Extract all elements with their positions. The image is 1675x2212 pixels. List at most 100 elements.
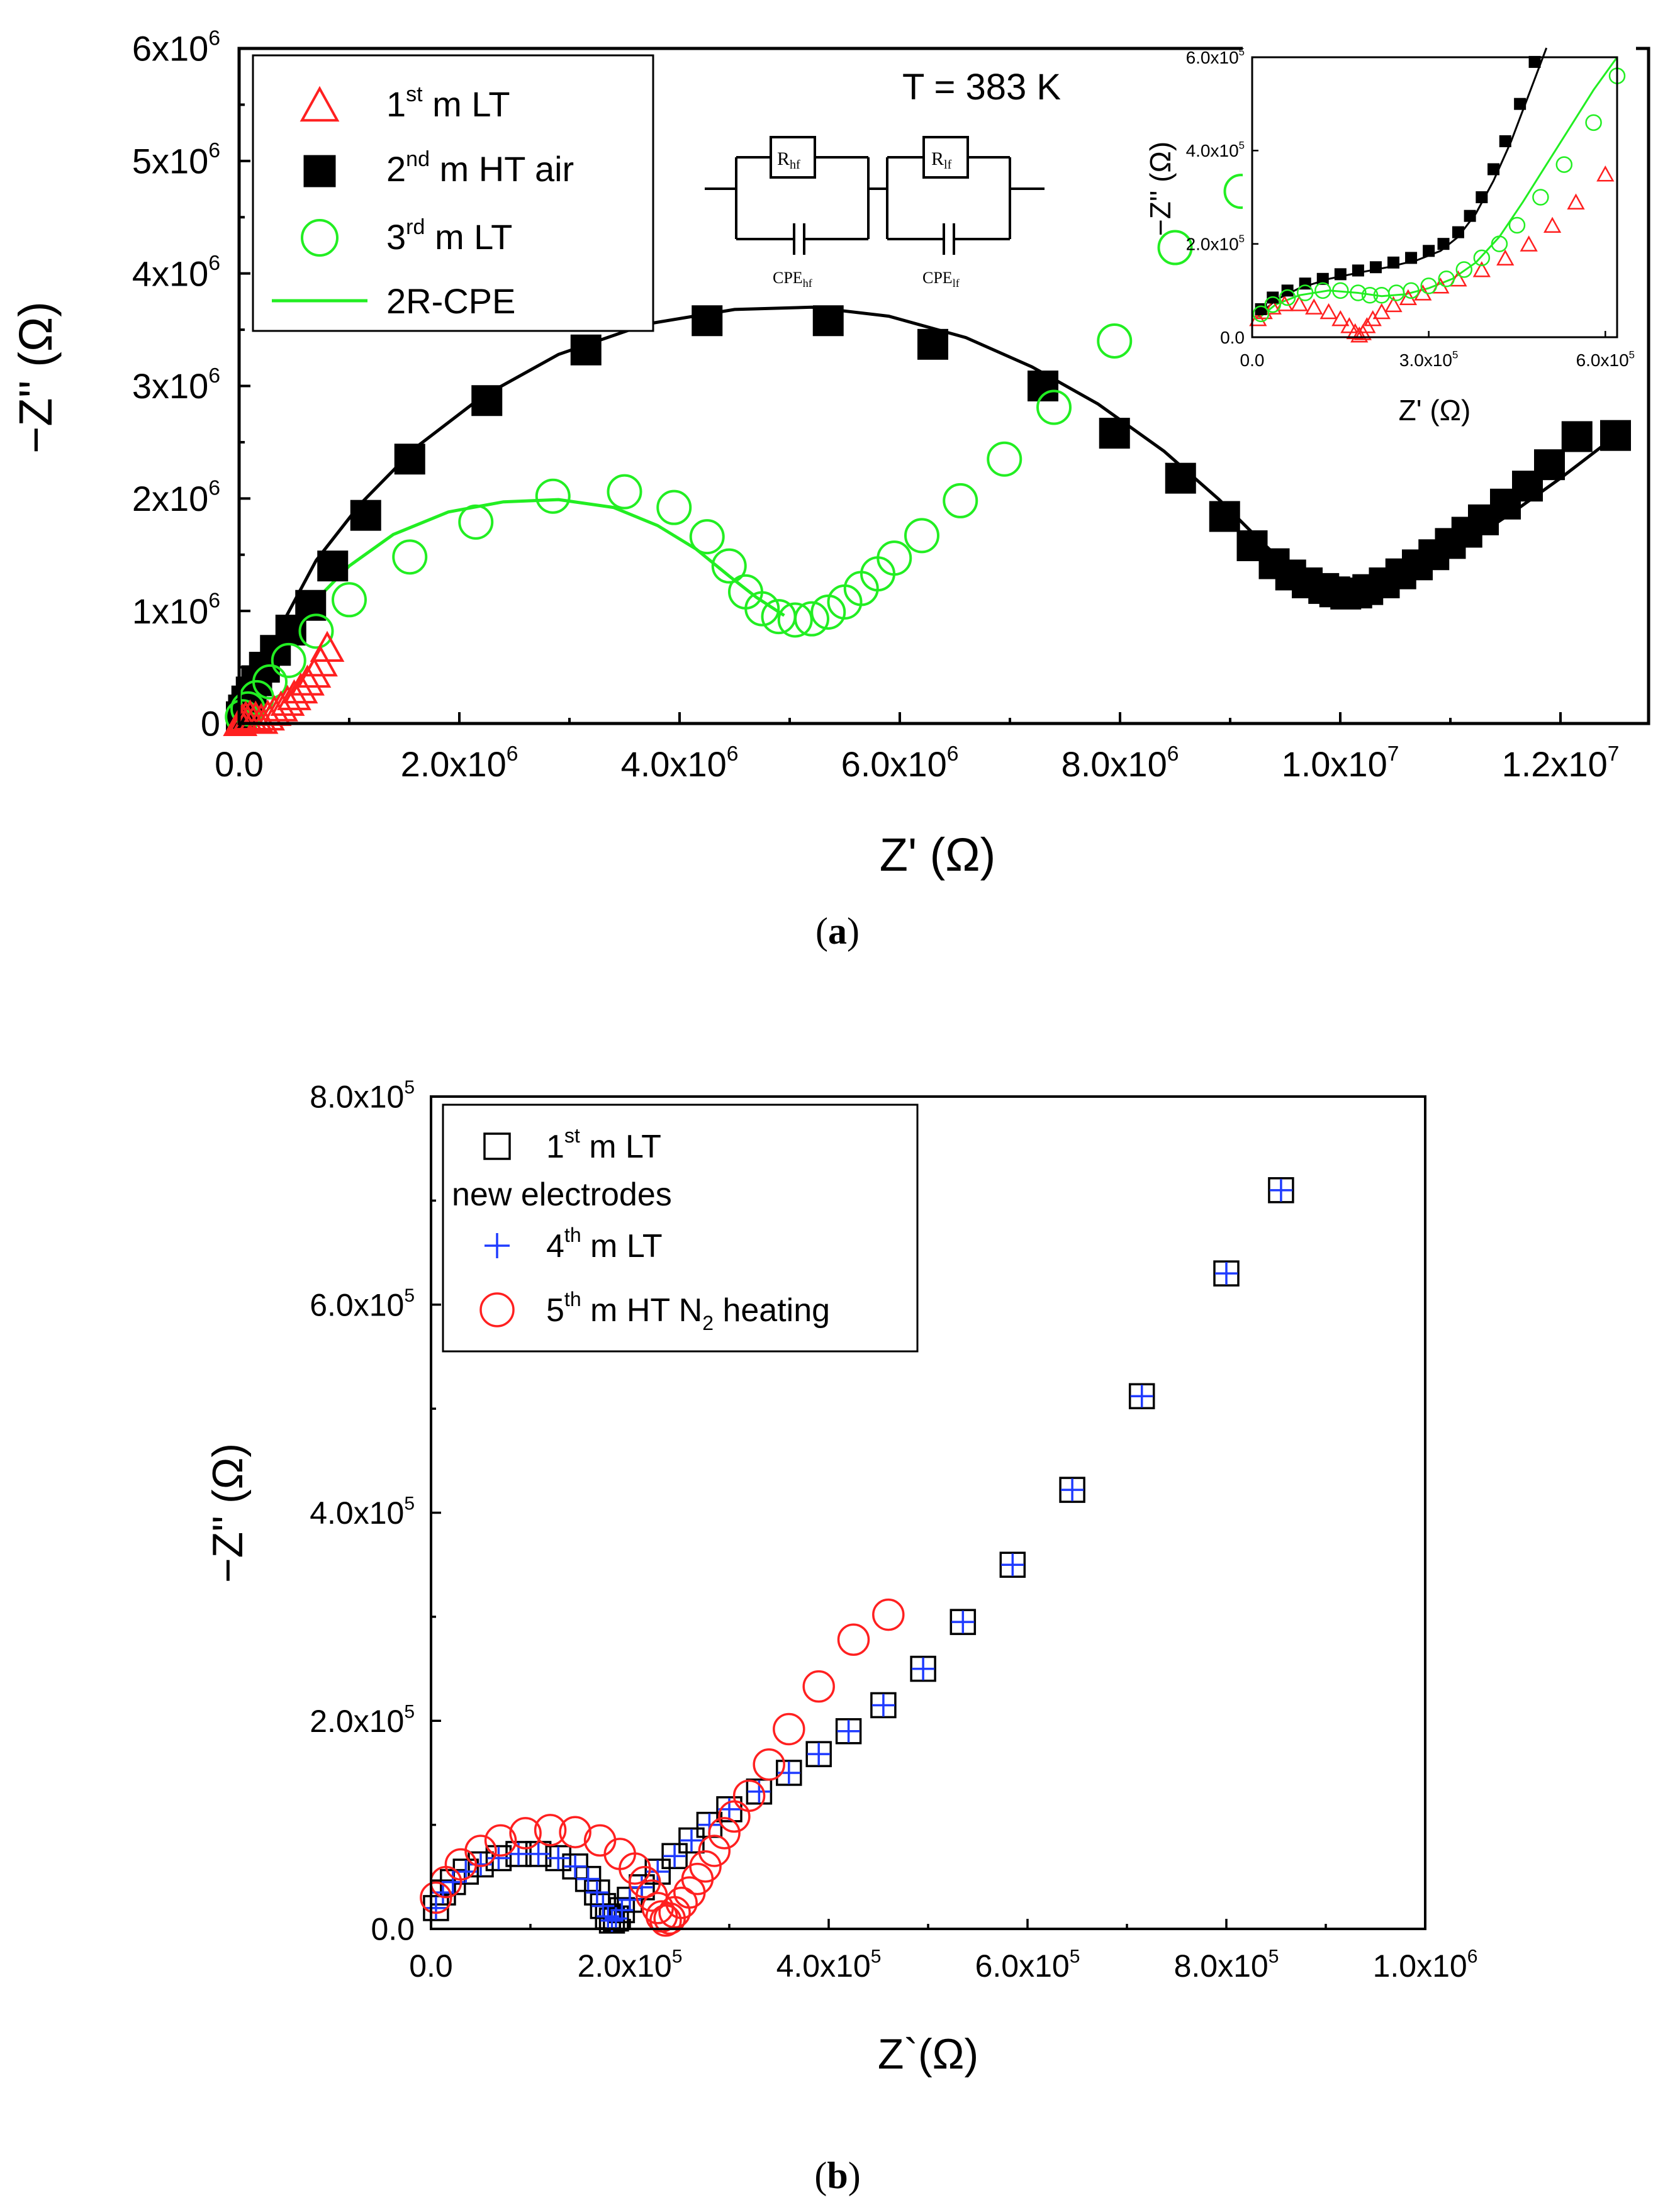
panel-b-legend-box xyxy=(442,1103,919,1353)
panel-b-series-3-point xyxy=(509,1817,542,1850)
inset-series-3-point xyxy=(1350,284,1367,301)
panel-b-series-2-point xyxy=(663,1845,686,1868)
inset-y-axis-title: −Z'' (Ω) xyxy=(1144,142,1177,236)
inset-series-2-point xyxy=(1316,272,1329,285)
inset-series-3-point xyxy=(1438,271,1455,288)
inset-y-tick-label: 4.0x105 xyxy=(1186,140,1245,161)
panel-b-series-2-point xyxy=(837,1719,860,1743)
inset-data-marks xyxy=(1249,47,1626,343)
inset-series-3-point xyxy=(1403,282,1420,299)
panel-a-y-tick-label: 0 xyxy=(201,704,220,744)
resistor-hf xyxy=(770,136,816,179)
panel-a-series-2-point xyxy=(810,594,846,630)
resistor-hf-label: Rhf xyxy=(777,148,800,172)
inset-series-2-point xyxy=(1487,163,1500,176)
panel-a-series-2-point xyxy=(392,539,428,575)
panel-b-series-2-point xyxy=(871,1694,895,1717)
panel-b-series-1-point xyxy=(1268,1177,1294,1204)
inset-series-2-point xyxy=(1387,256,1400,269)
panel-b-x-tick-label: 4.0x105 xyxy=(776,1947,882,1984)
inset-axis-ticks: 0.0 3.0x105 6.0x105 0.0 2.0x105 4.0x105 6.0x10… xyxy=(1186,46,1635,370)
panel-a-x-tick-label: 1.2x107 xyxy=(1502,742,1620,784)
panel-b-series-1-point xyxy=(805,1741,832,1767)
panel-a-series-2-point xyxy=(458,504,494,540)
inset-series-2-point xyxy=(1499,135,1511,147)
panel-b-series-2-point xyxy=(1061,1478,1084,1502)
panel-a-series-1-point xyxy=(350,500,381,531)
panel-b-series-3-point xyxy=(773,1712,805,1746)
inset-series-3-point xyxy=(1279,289,1296,306)
panel-a-series-2-point xyxy=(987,441,1022,477)
panel-b-series-3-point xyxy=(689,1850,722,1883)
panel-b-x-tick-label: 0.0 xyxy=(409,1948,453,1984)
panel-a-legend-label-4: 2R-CPE xyxy=(386,281,515,321)
panel-b-series-2-point xyxy=(591,1894,615,1918)
inset-x-tick-label: 0.0 xyxy=(1240,350,1265,370)
panel-b-series-1-point xyxy=(776,1760,802,1786)
panel-b-series-3-point xyxy=(802,1670,835,1703)
panel-b-series-3-point xyxy=(665,1886,698,1919)
inset-series-2-point xyxy=(1464,209,1476,222)
panel-a-chart: 0.0 2.0x106 4.0x106 6.0x106 8.0x106 1.0x107 1.… xyxy=(9,26,1650,881)
inset-series-3-point xyxy=(1473,249,1491,267)
panel-b-x-tick-label: 8.0x105 xyxy=(1174,1947,1279,1984)
panel-b-legend-markers xyxy=(479,1132,515,1327)
panel-a-x-axis-title: Z' (Ω) xyxy=(880,829,996,881)
panel-a-series-3-point xyxy=(264,690,298,722)
inset-series-3-point xyxy=(1455,261,1473,278)
panel-b-y-tick-label: 0.0 xyxy=(371,1912,415,1947)
equivalent-circuit-diagram xyxy=(705,136,1045,255)
inset-series-3-point xyxy=(1420,277,1437,294)
inset-series-2-point xyxy=(1334,268,1347,281)
panel-b-x-tick-label: 1.0x106 xyxy=(1373,1947,1478,1984)
inset-series-1-point xyxy=(1496,249,1515,265)
panel-a-data-marks xyxy=(223,174,1631,737)
panel-a-series-1-point xyxy=(1209,501,1240,532)
inset-series-3-point xyxy=(1252,305,1270,323)
panel-b-series-1-point xyxy=(746,1778,773,1805)
panel-a-series-2-point xyxy=(711,548,747,584)
panel-b-series-2-point xyxy=(1130,1385,1153,1408)
panel-a-series-2-point xyxy=(904,518,939,554)
legend-marker-square xyxy=(303,155,336,187)
legend-marker-triangle xyxy=(300,86,340,122)
panel-b-series-1-point xyxy=(485,1845,512,1872)
panel-a-series-1-point xyxy=(394,444,425,475)
legend-marker-plus xyxy=(485,1233,510,1258)
panel-b-data-marks xyxy=(420,1177,1294,1937)
panel-a-series-2-point xyxy=(744,591,780,627)
panel-a-series-3-point xyxy=(290,664,325,696)
inset-series-1-point xyxy=(1520,235,1538,252)
panel-a-y-tick-label: 4x106 xyxy=(132,252,220,293)
inset-series-2-point xyxy=(1352,264,1364,277)
panel-a-series-2-point xyxy=(689,519,725,555)
inset-series-3-point xyxy=(1296,284,1314,301)
cpe-hf-label: CPEhf xyxy=(773,269,812,289)
panel-a-x-tick-label: 4.0x106 xyxy=(621,742,739,784)
inset-series-2-point xyxy=(1528,55,1541,68)
panel-a-series-3-point xyxy=(310,630,345,662)
panel-a-x-tick-label: 6.0x106 xyxy=(841,742,959,784)
panel-a-y-axis-title: −Z'' (Ω) xyxy=(9,301,62,454)
panel-b-series-1-point xyxy=(644,1858,671,1885)
inset-series-3-point xyxy=(1264,296,1281,313)
panel-b-series-1-point xyxy=(468,1851,494,1878)
legend-marker-circle xyxy=(301,219,339,257)
panel-b-legend-label-2: new electrodes xyxy=(452,1176,672,1213)
panel-b-series-2-point xyxy=(1001,1553,1024,1577)
panel-b-series-1-point xyxy=(910,1655,936,1682)
panel-a-axis-ticks: 0.0 2.0x106 4.0x106 6.0x106 8.0x106 1.0x107 1.… xyxy=(132,26,1620,784)
panel-b-series-3-point xyxy=(698,1835,731,1867)
panel-a-legend-label-1: 1st m LT xyxy=(386,82,510,124)
panel-a-series-2-point xyxy=(252,664,288,700)
panel-b-series-1-point xyxy=(835,1718,862,1745)
panel-b-y-axis-title: −Z'' (Ω) xyxy=(204,1443,252,1583)
panel-b-series-3-point xyxy=(420,1881,452,1914)
panel-b-x-axis-title: Z`(Ω) xyxy=(878,2030,978,2078)
panel-a-x-tick-label: 1.0x107 xyxy=(1282,742,1399,784)
inset-series-1-point xyxy=(1567,193,1585,209)
panel-a-legend-box xyxy=(252,54,654,332)
panel-a-legend-label-3: 3rd m LT xyxy=(386,215,512,257)
panel-a-series-1-point xyxy=(1099,418,1130,449)
panel-a-y-tick-label: 1x106 xyxy=(132,589,220,631)
